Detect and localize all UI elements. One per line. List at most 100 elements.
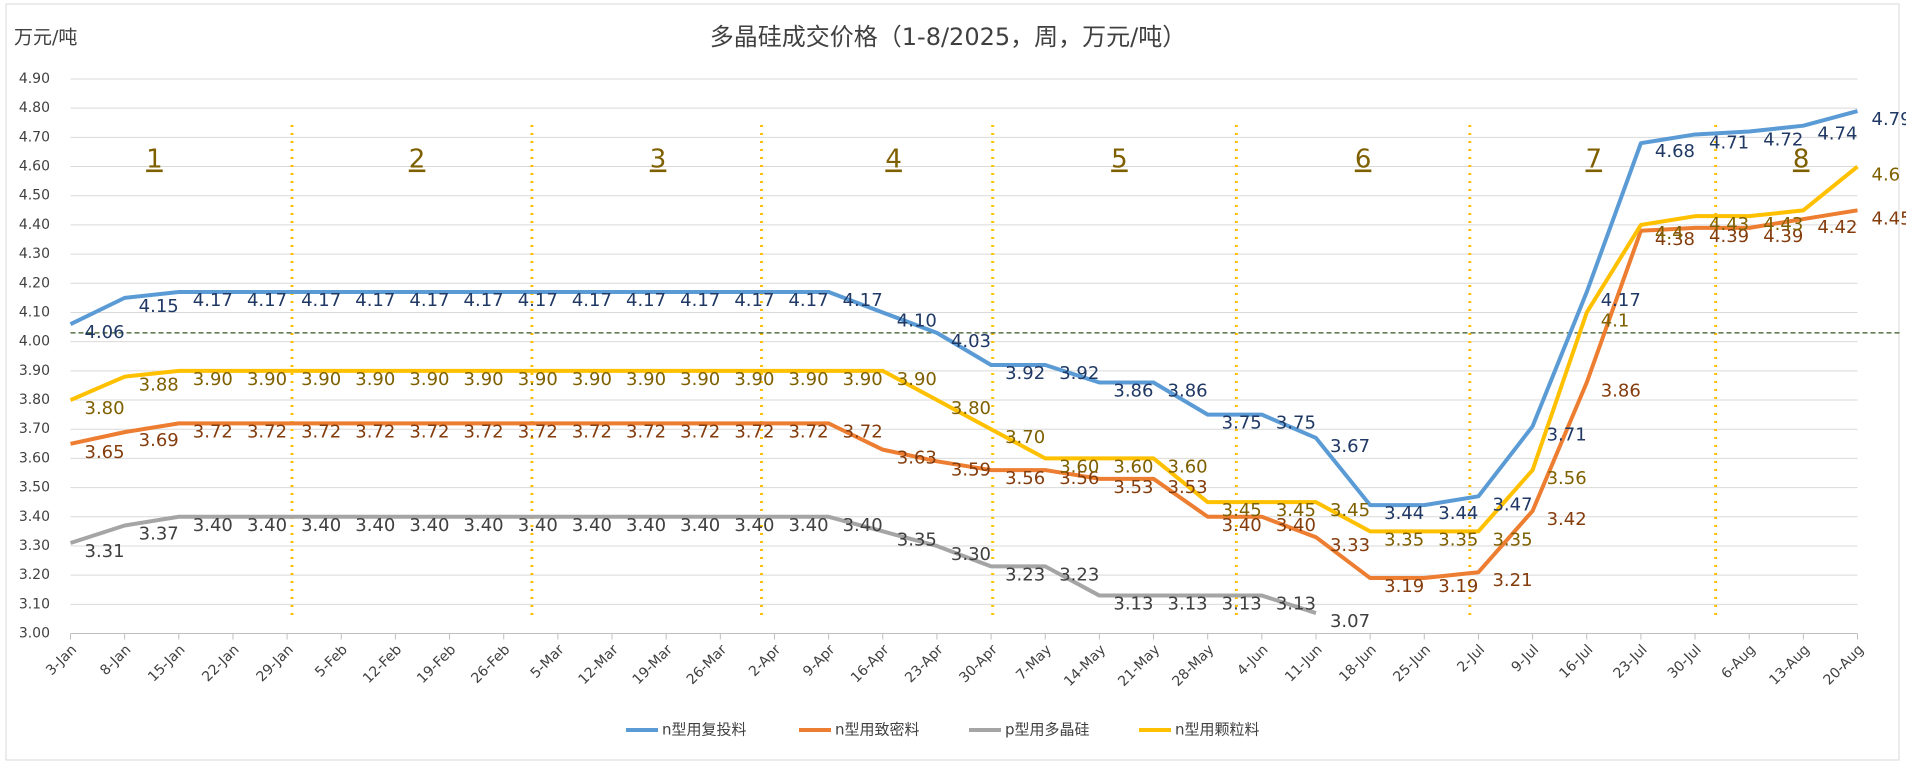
y-tick-label: 3.00 — [19, 626, 50, 642]
data-label: 3.63 — [897, 448, 937, 469]
data-label: 3.45 — [1276, 500, 1316, 521]
y-tick-label: 3.50 — [19, 480, 50, 496]
data-label: 4.17 — [843, 290, 883, 311]
data-label: 3.59 — [951, 459, 991, 480]
data-label: 4.15 — [139, 296, 179, 317]
data-label: 3.23 — [1059, 564, 1099, 585]
data-label: 4.17 — [1601, 290, 1641, 311]
data-label: 3.60 — [1168, 456, 1208, 477]
data-label: 4.38 — [1655, 229, 1695, 250]
data-label: 4.17 — [518, 290, 558, 311]
data-label: 3.56 — [1059, 468, 1099, 489]
data-label: 3.80 — [951, 398, 991, 419]
data-label: 3.33 — [1330, 535, 1370, 556]
data-label: 4.03 — [951, 331, 991, 352]
data-label: 4.1 — [1601, 310, 1630, 331]
y-tick-label: 3.30 — [19, 538, 50, 554]
data-label: 4.10 — [897, 310, 937, 331]
data-label: 4.79 — [1872, 109, 1906, 130]
data-label: 3.40 — [788, 515, 828, 536]
data-label: 4.43 — [1763, 214, 1803, 235]
month-label: 6 — [1355, 145, 1372, 175]
y-tick-label: 4.60 — [19, 159, 50, 175]
data-label: 3.90 — [193, 369, 233, 390]
data-label: 4.42 — [1817, 217, 1857, 238]
data-label: 3.88 — [139, 375, 179, 396]
data-label: 3.60 — [1059, 456, 1099, 477]
data-label: 3.35 — [1384, 529, 1424, 550]
data-label: 3.44 — [1384, 503, 1424, 524]
y-tick-label: 3.20 — [19, 567, 50, 583]
y-tick-label: 4.90 — [19, 71, 50, 87]
data-label: 3.90 — [464, 369, 504, 390]
data-label: 4.74 — [1817, 124, 1857, 145]
y-tick-label: 3.10 — [19, 596, 50, 612]
y-tick-label: 4.20 — [19, 275, 50, 291]
data-label: 3.71 — [1547, 424, 1587, 445]
y-tick-label: 4.80 — [19, 100, 50, 116]
series-line — [70, 208, 1858, 581]
series-line — [69, 109, 1859, 508]
data-label: 3.69 — [139, 430, 179, 451]
data-label: 3.90 — [301, 369, 341, 390]
data-label: 3.75 — [1222, 413, 1262, 434]
data-label: 4.17 — [788, 290, 828, 311]
data-label: 3.72 — [518, 421, 558, 442]
legend-label: n型用颗粒料 — [1175, 721, 1260, 739]
data-label: 3.72 — [247, 421, 287, 442]
data-label: 3.53 — [1113, 477, 1153, 498]
data-label: 3.19 — [1438, 576, 1478, 597]
data-label: 3.40 — [843, 515, 883, 536]
data-label: 3.56 — [1547, 468, 1587, 489]
data-label: 4.17 — [247, 290, 287, 311]
data-label: 3.53 — [1168, 477, 1208, 498]
data-label: 3.72 — [355, 421, 395, 442]
data-label: 4.17 — [464, 290, 504, 311]
data-label: 3.40 — [193, 515, 233, 536]
data-label: 3.42 — [1547, 509, 1587, 530]
data-label: 3.72 — [409, 421, 449, 442]
month-label: 4 — [885, 145, 902, 175]
data-label: 3.72 — [626, 421, 666, 442]
data-label: 3.13 — [1113, 594, 1153, 615]
data-label: 3.90 — [788, 369, 828, 390]
y-tick-label: 3.40 — [19, 509, 50, 525]
data-label: 3.40 — [247, 515, 287, 536]
data-label: 4.4 — [1655, 223, 1684, 244]
data-label: 3.30 — [951, 544, 991, 565]
data-label: 3.13 — [1276, 594, 1316, 615]
data-label: 3.90 — [572, 369, 612, 390]
data-label: 3.37 — [139, 524, 179, 545]
data-label: 3.35 — [1492, 529, 1532, 550]
data-label: 4.71 — [1709, 132, 1749, 153]
legend-label: n型用致密料 — [835, 721, 920, 739]
data-label: 3.45 — [1330, 500, 1370, 521]
y-tick-label: 3.70 — [19, 421, 50, 437]
data-label: 3.40 — [572, 515, 612, 536]
chart-title: 多晶硅成交价格（1-8/2025，周，万元/吨） — [710, 23, 1186, 51]
series-line — [69, 514, 1317, 615]
data-label: 3.72 — [464, 421, 504, 442]
data-label: 3.40 — [355, 515, 395, 536]
data-label: 3.72 — [301, 421, 341, 442]
data-label: 3.75 — [1276, 413, 1316, 434]
data-label: 4.17 — [301, 290, 341, 311]
month-label: 2 — [409, 145, 426, 175]
data-label: 3.40 — [301, 515, 341, 536]
data-label: 3.92 — [1059, 363, 1099, 384]
legend-label: n型用复投料 — [662, 721, 747, 739]
data-label: 3.31 — [85, 541, 125, 562]
data-label: 4.17 — [680, 290, 720, 311]
data-label: 4.68 — [1655, 141, 1695, 162]
month-label: 8 — [1793, 145, 1810, 175]
data-label: 3.86 — [1601, 381, 1641, 402]
data-label: 3.90 — [247, 369, 287, 390]
data-label: 3.67 — [1330, 436, 1370, 457]
data-label: 3.35 — [897, 529, 937, 550]
y-tick-label: 3.60 — [19, 450, 50, 466]
data-label: 3.40 — [464, 515, 504, 536]
data-label: 3.44 — [1438, 503, 1478, 524]
data-label: 3.56 — [1005, 468, 1045, 489]
y-tick-label: 4.70 — [19, 129, 50, 145]
